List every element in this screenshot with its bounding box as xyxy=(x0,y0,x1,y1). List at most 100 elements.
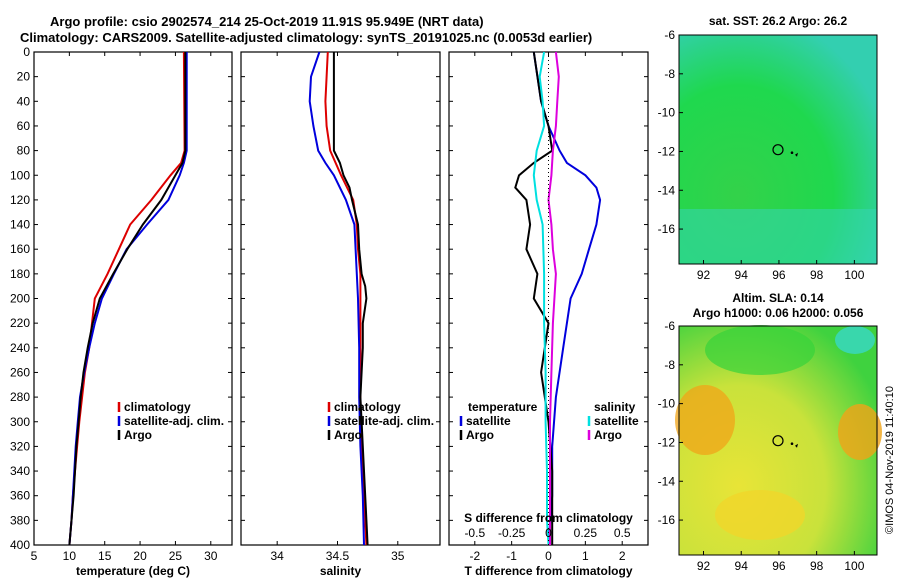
depth-tick-label: 20 xyxy=(17,70,31,84)
sla_map-trajectory-arrow xyxy=(795,443,798,448)
sla_map-trajectory-dot xyxy=(790,442,794,445)
sla-map-warm-patch xyxy=(675,385,735,455)
sst_map-ytick-label: -14 xyxy=(658,183,676,197)
salinity-xtick-label: 34.5 xyxy=(326,549,350,563)
temperature-xlabel: temperature (deg C) xyxy=(76,564,190,578)
difference-legend-temperature-item: satellite xyxy=(466,414,511,428)
salinity-plot-frame xyxy=(240,51,441,546)
sst_map-ytick-label: -16 xyxy=(658,222,676,236)
depth-tick-label: 200 xyxy=(10,292,30,306)
difference-series-t-satellite xyxy=(532,51,602,546)
sla_map-xtick-label: 98 xyxy=(810,559,824,573)
depth-tick-label: 280 xyxy=(10,390,30,404)
temperature-legend-item: satellite-adj. clim. xyxy=(124,414,224,428)
depth-tick-label: 300 xyxy=(10,415,30,429)
depth-tick-label: 140 xyxy=(10,218,30,232)
depth-tick-label: 0 xyxy=(23,45,30,59)
sst_map-trajectory-dot xyxy=(790,151,794,154)
temperature-xtick-label: 20 xyxy=(133,549,147,563)
difference-s-tick-label: 0.25 xyxy=(574,526,598,540)
difference-legend-salinity-title: salinity xyxy=(594,400,636,414)
sla_map-title: Altim. SLA: 0.14 xyxy=(732,291,824,305)
climatology-title: Climatology: CARS2009. Satellite-adjuste… xyxy=(20,30,593,45)
difference-s-tick-label: -0.25 xyxy=(498,526,526,540)
imos-credit-label: ©IMOS 04-Nov-2019 11:40:10 xyxy=(884,386,896,534)
sla-map-yellow-patch xyxy=(715,490,805,540)
sst_map-xtick-label: 94 xyxy=(735,268,749,282)
sla_map-subtitle: Argo h1000: 0.06 h2000: 0.056 xyxy=(693,306,864,320)
sla-map-cyan-patch xyxy=(835,326,875,354)
salinity-legend-item: satellite-adj. clim. xyxy=(334,414,434,428)
sla_map-ytick-label: -14 xyxy=(658,474,676,488)
depth-tick-label: 60 xyxy=(17,119,31,133)
sst_map-title: sat. SST: 26.2 Argo: 26.2 xyxy=(709,14,848,28)
salinity-legend-item: climatology xyxy=(334,400,401,414)
depth-tick-label: 360 xyxy=(10,489,30,503)
difference-s-axis-label: S difference from climatology xyxy=(464,511,633,525)
sla-map-green-patch xyxy=(705,325,815,375)
difference-series-s-satellite xyxy=(532,51,550,546)
sla-map-warm-patch xyxy=(838,404,882,460)
sla_map-argo-marker xyxy=(772,435,784,447)
sla_map-ytick-label: -6 xyxy=(664,319,675,333)
temperature-xtick-label: 30 xyxy=(204,549,218,563)
difference-xtick-label: 2 xyxy=(619,549,626,563)
sst_map-xtick-label: 96 xyxy=(772,268,786,282)
difference-xlabel: T difference from climatology xyxy=(464,564,632,578)
difference-xtick-label: -1 xyxy=(506,549,517,563)
difference-xtick-label: 0 xyxy=(545,549,552,563)
temperature-plot-frame xyxy=(33,51,233,546)
sst_map-trajectory-arrow xyxy=(795,152,798,157)
depth-tick-label: 220 xyxy=(10,316,30,330)
sst-map-cool-patch xyxy=(679,209,877,264)
salinity-legend-item: Argo xyxy=(334,428,362,442)
difference-legend-temperature-title: temperature xyxy=(468,400,538,414)
sst_map-ytick-label: -12 xyxy=(658,144,676,158)
depth-tick-label: 340 xyxy=(10,464,30,478)
sla_map-ytick-label: -16 xyxy=(658,513,676,527)
sst_map-xtick-label: 100 xyxy=(844,268,864,282)
depth-tick-label: 80 xyxy=(17,144,31,158)
temperature-xtick-label: 5 xyxy=(31,549,38,563)
depth-tick-label: 240 xyxy=(10,341,30,355)
sst_map-ytick-label: -8 xyxy=(664,67,675,81)
sst_map-ytick-label: -10 xyxy=(658,106,676,120)
difference-legend-salinity-item: Argo xyxy=(594,428,622,442)
sla_map-ytick-label: -12 xyxy=(658,435,676,449)
difference-s-tick-label: 0 xyxy=(545,526,552,540)
difference-s-tick-label: -0.5 xyxy=(464,526,485,540)
temperature-series-argo xyxy=(68,52,187,546)
sst_map-xtick-label: 92 xyxy=(697,268,711,282)
sst_map-argo-marker xyxy=(772,144,784,156)
sst_map-xtick-label: 98 xyxy=(810,268,824,282)
depth-tick-label: 160 xyxy=(10,242,30,256)
sla_map-frame xyxy=(678,325,878,556)
salinity-xlabel: salinity xyxy=(320,564,362,578)
difference-plot-frame xyxy=(448,51,649,546)
depth-tick-label: 320 xyxy=(10,439,30,453)
depth-tick-label: 120 xyxy=(10,193,30,207)
depth-tick-label: 400 xyxy=(10,538,30,552)
sla_map-ytick-label: -8 xyxy=(664,358,675,372)
salinity-xtick-label: 34 xyxy=(271,549,285,563)
temperature-legend-item: Argo xyxy=(124,428,152,442)
temperature-xtick-label: 25 xyxy=(169,549,183,563)
salinity-xtick-label: 35 xyxy=(391,549,405,563)
difference-legend-salinity-item: satellite xyxy=(594,414,639,428)
depth-tick-label: 180 xyxy=(10,267,30,281)
profile-title: Argo profile: csio 2902574_214 25-Oct-20… xyxy=(50,14,484,29)
salinity-series-satellite-adj-clim- xyxy=(308,51,365,546)
difference-legend-temperature-item: Argo xyxy=(466,428,494,442)
sla_map-xtick-label: 96 xyxy=(772,559,786,573)
difference-xtick-label: -2 xyxy=(469,549,480,563)
difference-series-s-argo xyxy=(547,51,560,545)
salinity-series-argo xyxy=(332,52,369,546)
temperature-legend-item: climatology xyxy=(124,400,191,414)
depth-tick-label: 380 xyxy=(10,513,30,527)
depth-tick-label: 100 xyxy=(10,168,30,182)
depth-tick-label: 260 xyxy=(10,365,30,379)
sla_map-xtick-label: 100 xyxy=(844,559,864,573)
temperature-xtick-label: 10 xyxy=(63,549,77,563)
sst_map-frame xyxy=(678,34,878,265)
